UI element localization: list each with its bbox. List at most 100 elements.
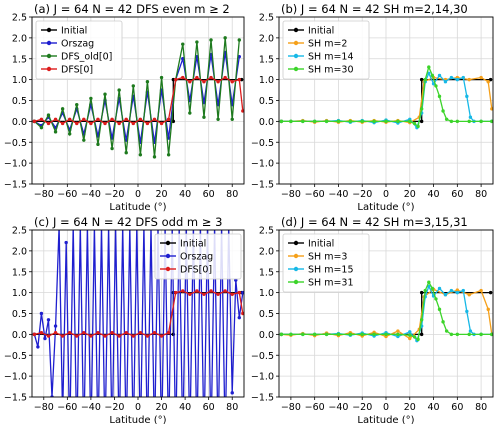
series-dfs-0--point <box>173 290 178 295</box>
series-sh-m-30-point <box>372 119 376 124</box>
x-tick-label: −80 <box>281 189 301 200</box>
panel-1: (b) J = 64 N = 42 SH m=2,14,30−80 −60 −40−… <box>251 2 494 213</box>
series-dfs-0--point <box>202 292 206 296</box>
series-dfs-0--point <box>152 117 157 121</box>
series-dfs-0--point <box>46 334 51 338</box>
series-dfs-0--point <box>216 80 220 84</box>
plot-frame <box>278 16 494 185</box>
x-tick-label: 0 <box>383 402 389 413</box>
series-dfs-0--point <box>159 334 164 338</box>
series-sh-m-14-point <box>449 75 454 80</box>
series-sh-m-31-point <box>467 332 471 337</box>
series-dfs-old-0--point <box>46 113 51 117</box>
series-sh-m-31-point <box>423 288 427 293</box>
x-tick-label: −80 <box>281 402 301 413</box>
series-dfs-old-0--point <box>159 75 164 80</box>
series-sh-m-14-point <box>465 94 469 99</box>
x-tick-label: 60 <box>203 189 215 200</box>
series-dfs-0--point <box>159 121 164 126</box>
series-orszag-point <box>64 240 68 245</box>
series-orszag-point <box>43 336 47 341</box>
series-sh-m-30-point <box>490 119 493 124</box>
legend: Initial SH m=2 SH m=14 SH m=30 <box>282 20 370 80</box>
panel-2: (c) J = 64 N = 42 DFS odd m ≥ 3 −80 −60 −40… <box>4 215 245 424</box>
series-sh-m-14-point <box>455 77 460 82</box>
legend-label: SH m=14 <box>308 52 354 63</box>
series-initial-point <box>239 77 244 82</box>
series-sh-m-2-point <box>467 77 471 82</box>
series-sh-m-30-point <box>423 77 427 82</box>
x-tick-label: 80 <box>475 189 487 200</box>
x-tick-label: 20 <box>156 189 168 200</box>
series-dfs-0--point <box>131 334 135 338</box>
series-dfs-old-0--point <box>89 96 93 101</box>
legend-box <box>35 20 123 80</box>
series-sh-m-2-point <box>490 107 493 111</box>
series-dfs-0--point <box>67 331 72 335</box>
series-sh-m-30-point <box>348 119 353 124</box>
y-tick-label: −0.5 <box>251 351 274 362</box>
series-dfs-old-0--point <box>117 88 121 92</box>
series-dfs-0--point <box>188 80 192 84</box>
x-tick-label: −40 <box>328 189 348 200</box>
series-sh-m-31-point <box>437 307 442 312</box>
series-sh-m-30-point <box>479 119 483 124</box>
series-dfs-0--point <box>181 75 185 80</box>
series-dfs-0--point <box>103 121 107 126</box>
series-group <box>279 280 493 343</box>
series-dfs-0--point <box>145 334 150 338</box>
y-tick-label: 1.5 <box>12 267 27 278</box>
y-tick-label: 1.0 <box>12 75 27 86</box>
series-dfs-0--point <box>39 117 44 121</box>
series-dfs-old-0--point <box>195 40 199 44</box>
series-sh-m-15-point <box>465 309 469 314</box>
series-sh-m-14-point <box>461 75 465 80</box>
y-tick-label: 1.0 <box>12 288 27 299</box>
series-sh-m-30-point <box>289 119 293 124</box>
series-sh-m-30-point <box>408 119 412 124</box>
series-dfs-old-0--point <box>209 38 213 42</box>
series-dfs-0--point <box>96 331 100 335</box>
series-sh-m-14-point <box>437 73 442 78</box>
y-tick-label: 2.0 <box>259 246 274 257</box>
series-dfs-0--point <box>138 331 143 335</box>
series-sh-m-3-point <box>396 329 400 333</box>
legend-swatch-marker <box>46 66 52 72</box>
series-sh-m-30-point <box>449 119 454 124</box>
series-dfs-0--point <box>117 334 121 338</box>
series-sh-m-31-point <box>479 332 483 337</box>
legend-box <box>282 233 370 293</box>
y-tick-label: 0.0 <box>12 330 27 341</box>
series-sh-m-31-point <box>279 332 284 337</box>
series-sh-m-30-point <box>360 119 364 124</box>
series-dfs-0--point <box>124 117 128 121</box>
series-orszag-point <box>237 315 241 320</box>
series-dfs-0--point <box>89 334 93 338</box>
series-dfs-old-0--point <box>230 117 234 121</box>
series-sh-m-31-point <box>312 332 317 337</box>
series-dfs-0--point <box>223 75 227 80</box>
series-dfs-0--point <box>53 117 58 121</box>
series-dfs-0--point <box>67 117 72 121</box>
legend-label: DFS_old[0] <box>61 52 112 63</box>
legend: Initial SH m=3 SH m=15 SH m=31 <box>282 233 370 293</box>
legend-swatch-marker <box>46 40 52 46</box>
series-sh-m-2-point <box>479 75 483 80</box>
x-tick-label: 0 <box>383 189 389 200</box>
series-sh-m-30-point <box>312 119 317 124</box>
x-tick-label: −20 <box>352 402 372 413</box>
legend: Initial Orszag DFS_old[0] DFS[0] <box>35 20 123 80</box>
series-dfs-old-0--point <box>223 36 227 40</box>
series-sh-m-31-point <box>490 332 493 337</box>
series-dfs-old-0--point <box>82 138 86 142</box>
y-tick-label: 1.0 <box>259 75 274 86</box>
series-dfs-0--point <box>223 289 227 293</box>
series-dfs-0--point <box>209 289 213 293</box>
x-tick-label: 80 <box>226 189 238 200</box>
legend-swatch-marker <box>293 266 299 272</box>
series-orszag-point <box>36 345 40 349</box>
series-sh-m-2-point <box>486 80 490 84</box>
x-tick-label: 0 <box>135 402 141 413</box>
series-dfs-0--point <box>181 289 185 293</box>
